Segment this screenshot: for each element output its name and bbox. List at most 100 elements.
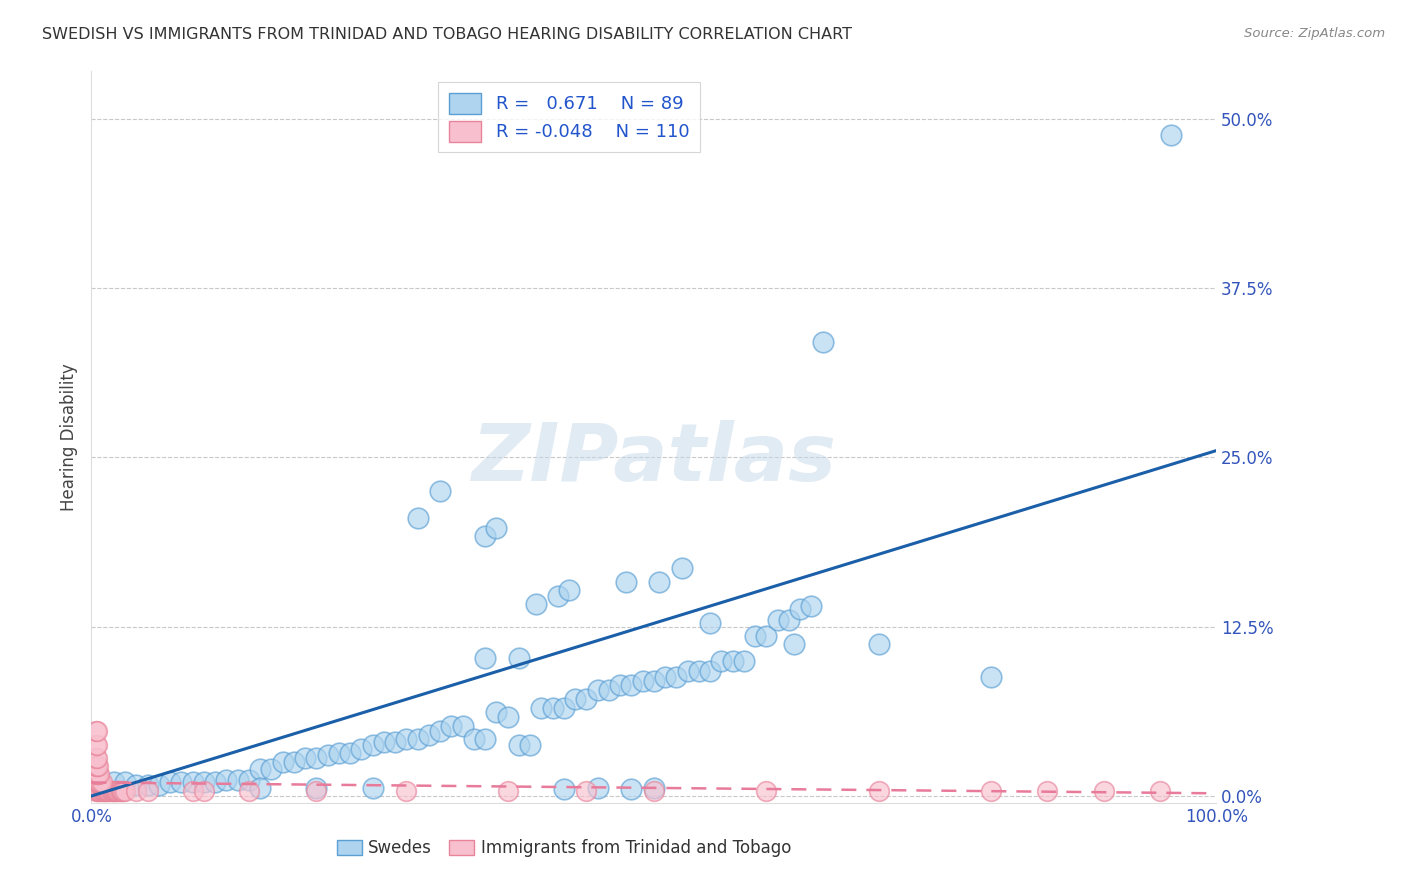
Point — [586, 780, 609, 795]
Point — [98, 783, 121, 797]
Point — [553, 782, 575, 797]
Point — [181, 783, 204, 797]
Point — [90, 783, 112, 797]
Point — [89, 775, 111, 789]
Point — [418, 728, 440, 742]
Point — [373, 735, 395, 749]
Point — [519, 738, 541, 752]
Point — [294, 751, 316, 765]
Point — [648, 574, 671, 589]
Point — [136, 778, 159, 792]
Point — [93, 783, 115, 797]
Point — [676, 665, 699, 679]
Point — [260, 762, 283, 776]
Point — [496, 710, 519, 724]
Point — [620, 678, 643, 692]
Point — [755, 783, 778, 797]
Point — [84, 775, 107, 789]
Point — [86, 775, 108, 789]
Point — [96, 783, 118, 797]
Point — [87, 783, 110, 797]
Point — [631, 673, 654, 688]
Point — [89, 783, 111, 797]
Point — [87, 759, 110, 773]
Point — [654, 670, 676, 684]
Point — [350, 741, 373, 756]
Point — [97, 783, 120, 797]
Point — [429, 484, 451, 499]
Point — [440, 718, 463, 732]
Point — [395, 732, 418, 747]
Point — [361, 738, 384, 752]
Point — [395, 783, 418, 797]
Point — [316, 748, 339, 763]
Point — [103, 783, 125, 797]
Text: ZIPatlas: ZIPatlas — [471, 420, 837, 498]
Point — [485, 705, 508, 719]
Text: SWEDISH VS IMMIGRANTS FROM TRINIDAD AND TOBAGO HEARING DISABILITY CORRELATION CH: SWEDISH VS IMMIGRANTS FROM TRINIDAD AND … — [42, 27, 852, 42]
Point — [508, 738, 530, 752]
Point — [84, 751, 107, 765]
Point — [84, 738, 107, 752]
Point — [778, 613, 800, 627]
Point — [586, 683, 609, 698]
Point — [91, 783, 114, 797]
Y-axis label: Hearing Disability: Hearing Disability — [59, 363, 77, 511]
Point — [485, 521, 508, 535]
Point — [361, 780, 384, 795]
Point — [474, 732, 496, 747]
Point — [339, 746, 361, 760]
Point — [84, 783, 107, 797]
Point — [100, 783, 122, 797]
Point — [744, 629, 766, 643]
Point — [474, 651, 496, 665]
Point — [111, 783, 134, 797]
Point — [170, 775, 193, 789]
Point — [783, 637, 806, 651]
Point — [114, 775, 136, 789]
Point — [104, 783, 127, 797]
Text: Source: ZipAtlas.com: Source: ZipAtlas.com — [1244, 27, 1385, 40]
Legend: Swedes, Immigrants from Trinidad and Tobago: Swedes, Immigrants from Trinidad and Tob… — [330, 832, 797, 864]
Point — [159, 775, 181, 789]
Point — [598, 683, 620, 698]
Point — [305, 780, 328, 795]
Point — [84, 767, 107, 781]
Point — [665, 670, 688, 684]
Point — [643, 673, 665, 688]
Point — [89, 783, 111, 797]
Point — [451, 718, 474, 732]
Point — [980, 670, 1002, 684]
Point — [238, 783, 260, 797]
Point — [755, 629, 778, 643]
Point — [541, 701, 564, 715]
Point — [86, 751, 108, 765]
Point — [868, 783, 890, 797]
Point — [868, 637, 890, 651]
Point — [406, 511, 429, 525]
Point — [100, 783, 122, 797]
Point — [564, 691, 586, 706]
Point — [620, 782, 643, 797]
Point — [86, 738, 108, 752]
Point — [215, 772, 238, 787]
Point — [148, 778, 170, 792]
Point — [789, 602, 811, 616]
Point — [463, 732, 485, 747]
Point — [710, 654, 733, 668]
Point — [86, 724, 108, 739]
Point — [811, 335, 834, 350]
Point — [89, 775, 111, 789]
Point — [766, 613, 789, 627]
Point — [105, 783, 128, 797]
Point — [84, 759, 107, 773]
Point — [181, 775, 204, 789]
Point — [193, 783, 215, 797]
Point — [193, 775, 215, 789]
Point — [101, 783, 124, 797]
Point — [328, 746, 350, 760]
Point — [136, 783, 159, 797]
Point — [614, 574, 637, 589]
Point — [107, 783, 129, 797]
Point — [111, 783, 134, 797]
